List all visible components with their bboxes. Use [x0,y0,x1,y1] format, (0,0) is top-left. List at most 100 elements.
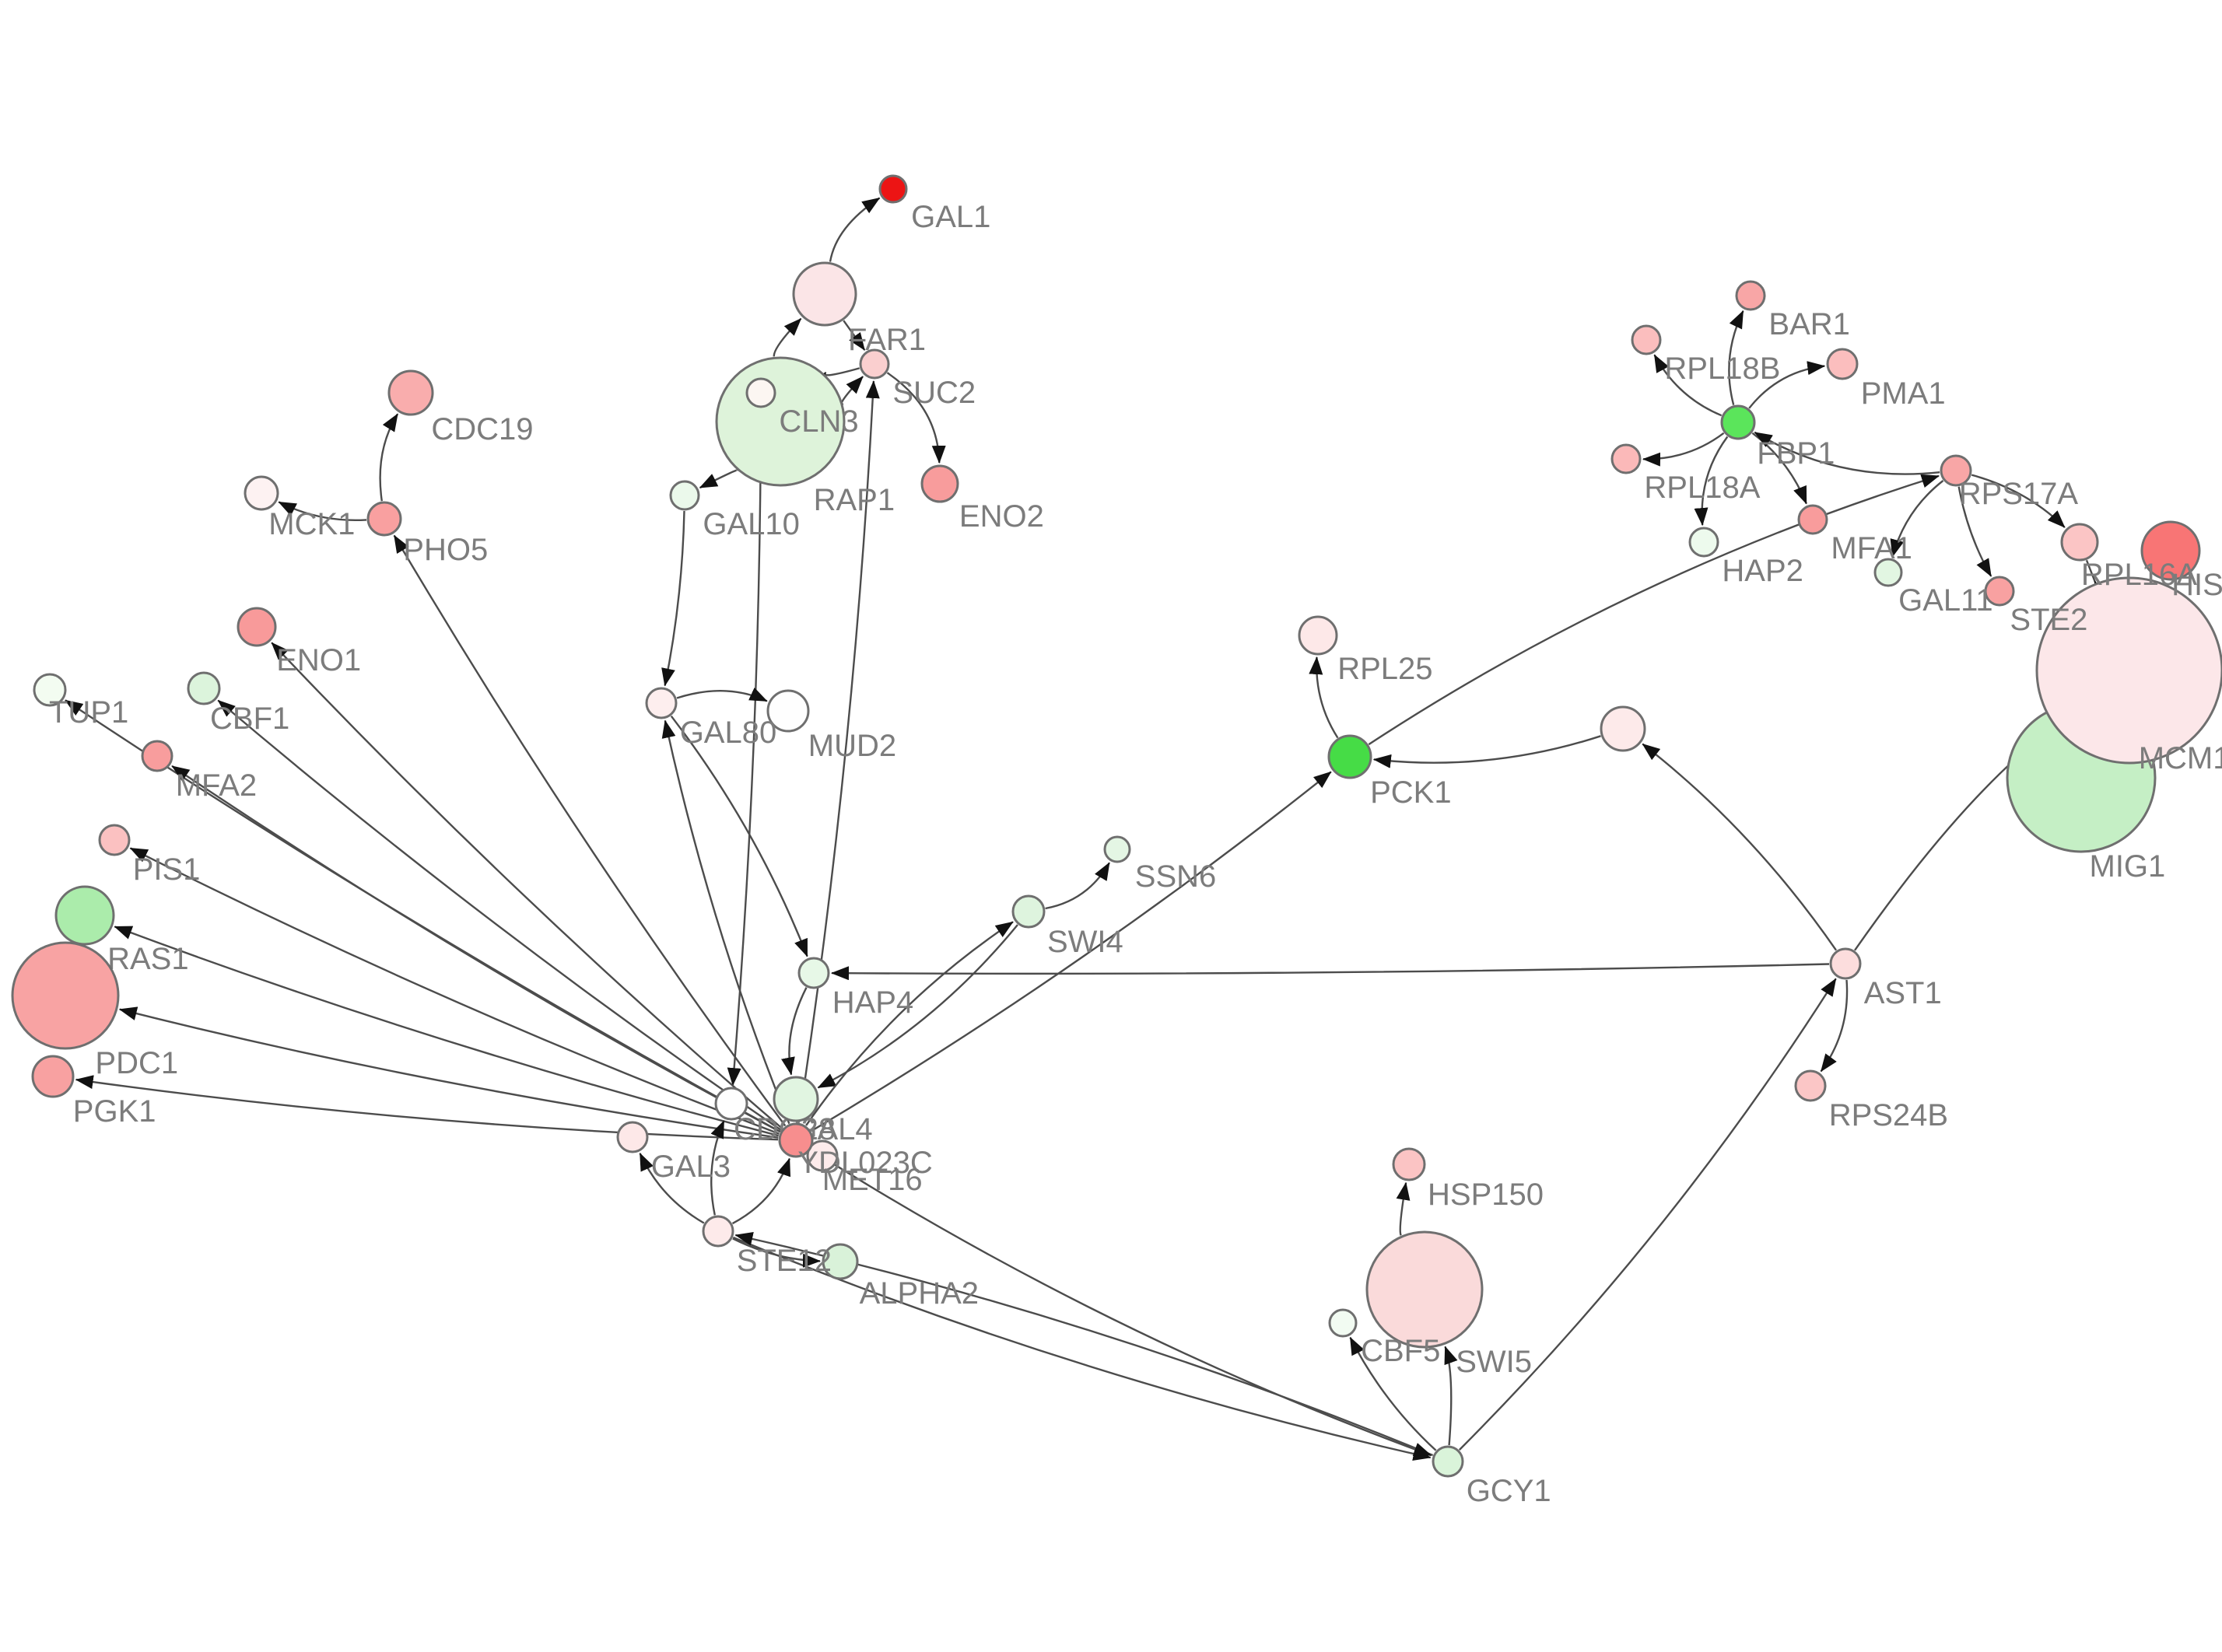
node-RPL25[interactable] [1298,615,1338,656]
node-ENO2[interactable] [920,464,959,503]
edge-GAL10-GAL80[interactable] [661,510,685,687]
node-GAL4[interactable] [773,1076,819,1122]
node-CBF5[interactable] [1328,1308,1358,1338]
node-TUP1[interactable] [33,673,67,707]
edge-SWI5-HSP150[interactable] [1396,1181,1411,1236]
edge-FBP1-RPL18B[interactable] [1653,354,1723,417]
node-RPS24B[interactable] [1794,1069,1827,1102]
edge-AST1-RPS24B[interactable] [1820,979,1849,1073]
node-MUD2[interactable] [766,689,810,733]
node-GAL80[interactable] [645,687,678,719]
node-GAL3[interactable] [616,1121,649,1153]
node-ENO1[interactable] [237,607,277,647]
node-PHO5[interactable] [366,501,402,537]
node-HAP4[interactable] [797,957,830,989]
edge-FAR1-SUC2[interactable] [843,320,866,351]
edge-AST1-NODE_X[interactable] [1642,743,1837,951]
edge-FBP1-HAP2[interactable] [1694,436,1729,527]
edge-STE12-YDL023C[interactable] [731,1157,791,1225]
node-MCM1[interactable] [2035,576,2222,765]
node-RPL16A[interactable] [2060,523,2099,562]
edge-GCY1-CBF5[interactable] [1349,1336,1437,1451]
node-GCY1[interactable] [1432,1445,1464,1478]
edge-SWI4-SSN6[interactable] [1045,862,1110,910]
node-CDC19[interactable] [387,369,434,416]
edge-RPS17A-RPL16A[interactable] [1971,474,2066,528]
node-CLN3[interactable] [745,377,776,408]
edge-YDL023C-PCK1[interactable] [811,771,1332,1132]
node-FAR1[interactable] [792,261,857,327]
node-PDC1[interactable] [11,941,120,1050]
node-NODE_X[interactable] [1600,705,1646,752]
edge-CLN3-CDC28[interactable] [727,408,762,1087]
edge-STE12-CDC28[interactable] [710,1120,725,1216]
edge-RPS17A-STE2[interactable] [1957,486,1992,577]
node-PIS1[interactable] [98,824,131,856]
node-HIS4[interactable] [2140,520,2201,581]
node-RAS1[interactable] [54,885,115,946]
edge-FBP1-RPL18A[interactable] [1642,432,1725,467]
node-STE2[interactable] [1984,576,2015,607]
node-SUC2[interactable] [859,348,890,380]
edge-YDL023C-ENO1[interactable] [271,642,783,1129]
node-BAR1[interactable] [1735,280,1766,311]
edge-YDL023C-GAL80[interactable] [661,719,790,1125]
node-FBP1[interactable] [1720,404,1756,440]
node-RPS17A[interactable] [1940,454,1972,487]
node-HSP150[interactable] [1392,1147,1426,1181]
edge-YDL023C-RAS1[interactable] [114,926,780,1137]
node-AST1[interactable] [1829,947,1862,980]
edge-GCY1-AST1[interactable] [1458,978,1837,1451]
edge-YDL023C-PHO5[interactable] [393,534,787,1127]
edge-PCK1-RPS17A[interactable] [1368,474,1940,746]
node-RPL18B[interactable] [1631,324,1662,355]
edge-PHO5-CDC19[interactable] [379,413,399,502]
node-MFA2[interactable] [141,740,173,772]
edge-YDL023C-PIS1[interactable] [129,847,780,1135]
node-MFA1[interactable] [1797,504,1828,535]
node-PMA1[interactable] [1826,348,1859,380]
node-CBF1[interactable] [187,671,221,705]
node-MCK1[interactable] [244,475,279,511]
node-SSN6[interactable] [1103,835,1131,863]
edge-SUC2-RAP1[interactable] [808,367,860,390]
edge-YDL023C-GCY1[interactable] [810,1149,1432,1457]
edge-GAL80-HAP4[interactable] [670,715,808,957]
edge-FBP1-BAR1[interactable] [1728,310,1744,406]
edge-FBP1-PMA1[interactable] [1748,361,1826,409]
node-ALPHA2[interactable] [822,1243,859,1280]
edge-RAP1-FAR1[interactable] [773,317,802,357]
edge-YDL023C-PGK1[interactable] [75,1075,779,1141]
edge-YDL023C-CBF1[interactable] [217,699,782,1131]
node-GAL11[interactable] [1873,558,1903,587]
edge-AST1-HAP4[interactable] [831,963,1830,981]
node-YDL023C[interactable] [778,1122,814,1158]
node-GAL10[interactable] [669,480,700,511]
node-STE12[interactable] [702,1215,734,1248]
node-PGK1[interactable] [31,1055,75,1098]
edge-GAL80-MUD2[interactable] [676,687,768,702]
edge-RAP1-GAL10[interactable] [699,469,738,489]
edge-STE12-GAL3[interactable] [639,1152,705,1224]
node-MET16[interactable] [806,1139,839,1172]
node-PCK1[interactable] [1327,734,1372,779]
edge-HAP4-GAL4[interactable] [781,987,808,1076]
edge-NODE_X-PCK1[interactable] [1372,735,1601,768]
node-SWI4[interactable] [1011,894,1046,929]
edge-FAR1-GAL1[interactable] [829,197,881,262]
node-HAP2[interactable] [1688,527,1719,558]
edge-YDL023C-MFA2[interactable] [171,765,781,1133]
edge-RPS17A-GAL11[interactable] [1890,480,1944,558]
edge-RPS17A-FBP1[interactable] [1754,431,1940,475]
node-RPL18A[interactable] [1610,443,1642,474]
node-SWI5[interactable] [1365,1230,1484,1349]
edge-PCK1-RPL25[interactable] [1309,656,1339,739]
edge-YDL023C-SWI4[interactable] [805,921,1014,1126]
edge-GCY1-SWI5[interactable] [1444,1346,1458,1446]
edge-SUC2-ENO2[interactable] [886,372,946,464]
edge-YDL023C-SUC2[interactable] [797,380,880,1123]
node-CDC28[interactable] [714,1087,748,1121]
node-GAL1[interactable] [878,174,908,204]
edge-YDL023C-PDC1[interactable] [118,1006,779,1139]
edge-STE12-ALPHA2[interactable] [732,1237,821,1268]
